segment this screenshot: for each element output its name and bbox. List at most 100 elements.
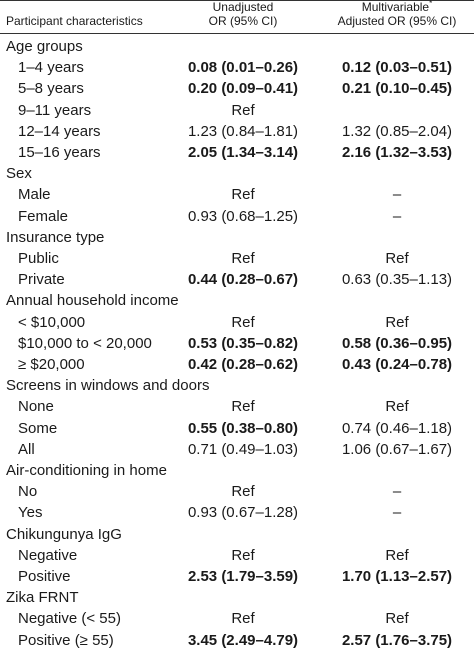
row-label: Insurance type: [6, 228, 105, 246]
row-label: Air-conditioning in home: [6, 462, 167, 479]
adjusted-or-cell: Ref: [385, 313, 409, 331]
table-row: Private 0.44 (0.28–0.67) 0.63 (0.35–1.13): [0, 269, 474, 290]
unadjusted-or-cell: Ref: [231, 546, 255, 564]
table-row: Female 0.93 (0.68–1.25) –: [0, 206, 474, 227]
header-unadjusted-line1: Unadjusted: [212, 0, 274, 14]
unadjusted-or-cell: 0.93 (0.68–1.25): [187, 207, 299, 225]
unadjusted-or-cell: 0.55 (0.38–0.80): [187, 419, 299, 437]
table-section-header: Annual household income: [0, 290, 474, 311]
table-row: Positive 2.53 (1.79–3.59) 1.70 (1.13–2.57): [0, 566, 474, 587]
row-label: Screens in windows and doors: [6, 377, 210, 395]
adjusted-or-cell: 2.16 (1.32–3.53): [341, 144, 453, 161]
unadjusted-or-cell: 0.42 (0.28–0.62): [187, 356, 299, 373]
table-row: 12–14 years 1.23 (0.84–1.81) 1.32 (0.85–2.…: [0, 121, 474, 142]
row-label: $10,000 to < 20,000: [18, 334, 152, 352]
row-label: 15–16 years: [18, 144, 101, 161]
unadjusted-or-cell: 0.71 (0.49–1.03): [187, 440, 299, 458]
table-section-header: Zika FRNT: [0, 587, 474, 608]
table-row: No Ref –: [0, 481, 474, 502]
table-row: Male Ref –: [0, 184, 474, 205]
row-label: 1–4 years: [18, 59, 84, 77]
unadjusted-or-cell: 1.23 (0.84–1.81): [187, 122, 299, 140]
row-label: Male: [18, 186, 51, 204]
adjusted-or-cell: –: [392, 207, 402, 225]
row-label: < $10,000: [18, 313, 86, 331]
adjusted-or-cell: –: [392, 483, 402, 501]
table-row: All 0.71 (0.49–1.03) 1.06 (0.67–1.67): [0, 439, 474, 460]
adjusted-or-cell: 1.70 (1.13–2.57): [341, 568, 453, 585]
row-label: None: [18, 398, 54, 416]
unadjusted-or-cell: Ref: [231, 101, 255, 119]
unadjusted-or-cell: 0.20 (0.09–0.41): [187, 80, 299, 98]
row-label: Positive: [18, 568, 71, 585]
table-row: Yes 0.93 (0.67–1.28) –: [0, 502, 474, 523]
row-label: Positive (≥ 55): [18, 631, 114, 649]
row-label: Zika FRNT: [6, 589, 79, 607]
header-adjusted-line2: Adjusted OR (95% CI): [337, 14, 457, 28]
table-section-header: Chikungunya IgG: [0, 524, 474, 545]
adjusted-or-cell: Ref: [385, 250, 409, 267]
unadjusted-or-cell: 0.44 (0.28–0.67): [187, 271, 299, 289]
header-multivariable-footnote-mark: *: [429, 0, 433, 8]
header-multivariable-line1: Multivariable*: [320, 0, 474, 14]
unadjusted-or-cell: Ref: [231, 313, 255, 331]
table-row: Negative Ref Ref: [0, 545, 474, 566]
unadjusted-or-cell: 0.53 (0.35–0.82): [187, 334, 299, 352]
table-section-header: Sex: [0, 163, 474, 184]
table-row: 15–16 years 2.05 (1.34–3.14) 2.16 (1.32–3.…: [0, 142, 474, 163]
header-top-rule: [0, 0, 474, 1]
table-section-header: Insurance type: [0, 227, 474, 248]
adjusted-or-cell: 0.63 (0.35–1.13): [341, 271, 453, 289]
table-row: ≥ $20,000 0.42 (0.28–0.62) 0.43 (0.24–0.78…: [0, 354, 474, 375]
adjusted-or-cell: 1.06 (0.67–1.67): [341, 440, 453, 458]
table-row: 5–8 years 0.20 (0.09–0.41) 0.21 (0.10–0.45…: [0, 78, 474, 99]
table-row: None Ref Ref: [0, 396, 474, 417]
table-row: Negative (< 55) Ref Ref: [0, 608, 474, 629]
table-row: Some 0.55 (0.38–0.80) 0.74 (0.46–1.18): [0, 418, 474, 439]
table-row: 1–4 years 0.08 (0.01–0.26) 0.12 (0.03–0.51…: [0, 57, 474, 78]
unadjusted-or-cell: Ref: [231, 250, 255, 267]
row-label: 5–8 years: [18, 80, 84, 98]
unadjusted-or-cell: 2.05 (1.34–3.14): [187, 144, 299, 161]
table-row: Public Ref Ref: [0, 248, 474, 269]
row-label: Negative (< 55): [18, 610, 121, 628]
table-row: $10,000 to < 20,000 0.53 (0.35–0.82) 0.58 …: [0, 333, 474, 354]
table-section-header: Screens in windows and doors: [0, 375, 474, 396]
unadjusted-or-cell: Ref: [231, 483, 255, 501]
adjusted-or-cell: –: [392, 504, 402, 522]
adjusted-or-cell: 0.74 (0.46–1.18): [341, 419, 453, 437]
row-label: Age groups: [6, 38, 83, 55]
adjusted-or-cell: Ref: [385, 546, 409, 564]
row-label: No: [18, 483, 38, 501]
row-label: Some: [18, 419, 58, 437]
table-row: 9–11 years Ref: [0, 100, 474, 121]
adjusted-or-cell: 2.57 (1.76–3.75): [341, 631, 453, 649]
row-label: Female: [18, 207, 69, 225]
adjusted-or-cell: Ref: [385, 610, 409, 628]
unadjusted-or-cell: 2.53 (1.79–3.59): [187, 568, 299, 585]
row-label: Sex: [6, 165, 32, 183]
table-row: < $10,000 Ref Ref: [0, 312, 474, 333]
row-label: 12–14 years: [18, 122, 101, 140]
row-label: Chikungunya IgG: [6, 525, 122, 543]
header-multivariable-text: Multivariable: [361, 0, 430, 14]
row-label: Yes: [18, 504, 43, 522]
row-label: Negative: [18, 546, 78, 564]
table-section-header: Age groups: [0, 36, 474, 57]
header-bottom-rule: [0, 33, 474, 34]
table-section-header: Air-conditioning in home: [0, 460, 474, 481]
header-unadjusted-line2: OR (95% CI): [208, 14, 278, 28]
adjusted-or-cell: 0.43 (0.24–0.78): [341, 356, 453, 373]
row-label: All: [18, 440, 35, 458]
unadjusted-or-cell: 3.45 (2.49–4.79): [187, 631, 299, 649]
unadjusted-or-cell: Ref: [231, 398, 255, 416]
unadjusted-or-cell: 0.93 (0.67–1.28): [187, 504, 299, 522]
unadjusted-or-cell: 0.08 (0.01–0.26): [187, 59, 299, 77]
adjusted-or-cell: 0.12 (0.03–0.51): [341, 59, 453, 77]
header-participant-characteristics: Participant characteristics: [6, 14, 143, 28]
adjusted-or-cell: –: [392, 186, 402, 204]
adjusted-or-cell: 0.21 (0.10–0.45): [341, 80, 453, 98]
row-label: ≥ $20,000: [18, 356, 85, 373]
unadjusted-or-cell: Ref: [231, 186, 255, 204]
